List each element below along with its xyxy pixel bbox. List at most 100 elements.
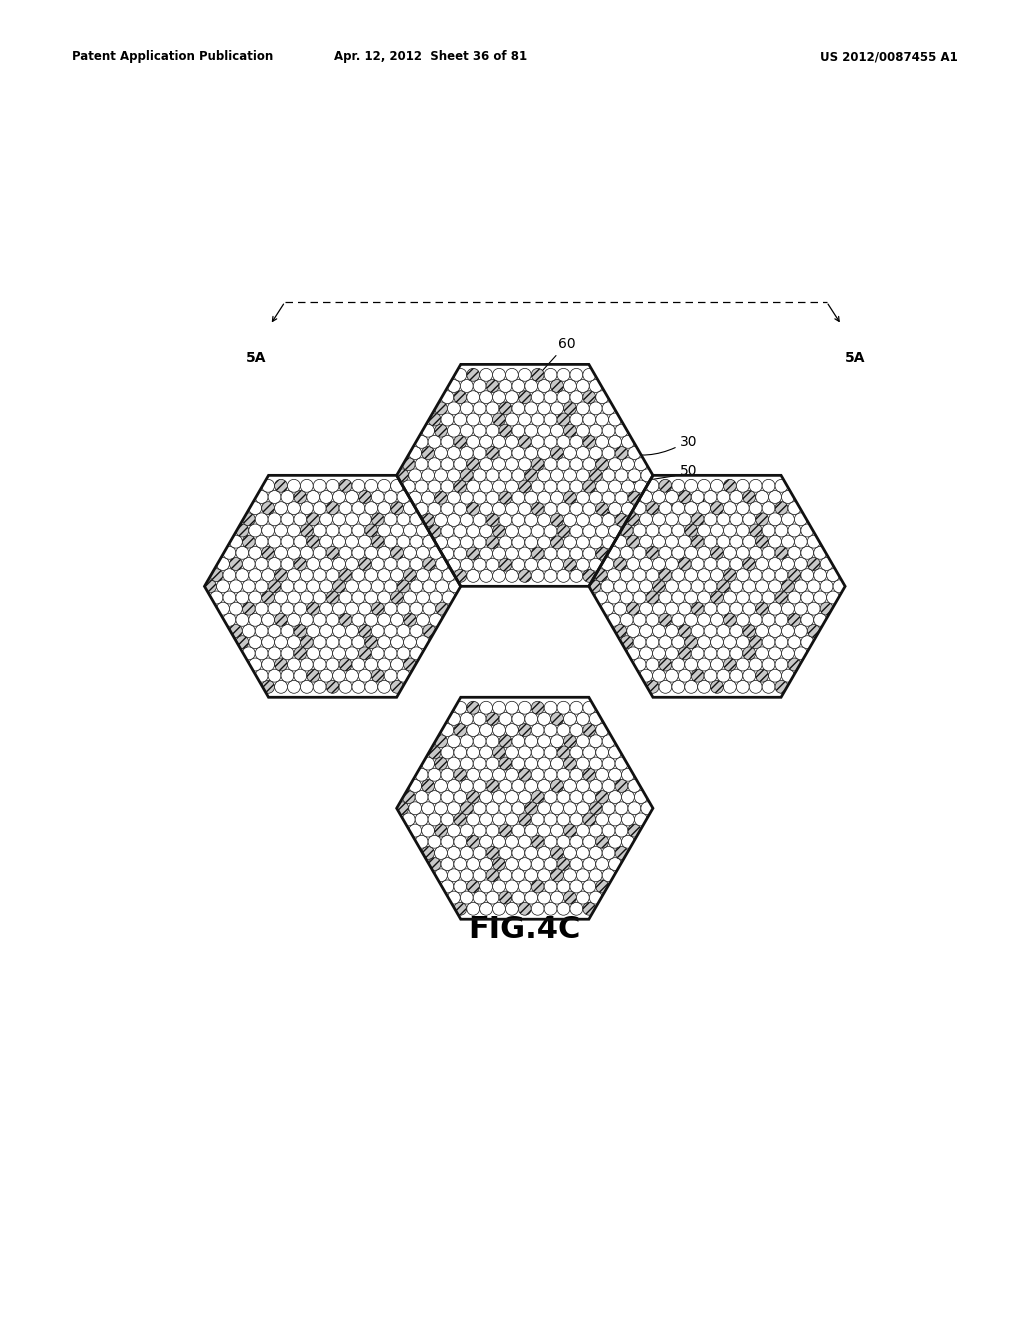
Circle shape: [781, 557, 795, 570]
Circle shape: [461, 735, 473, 747]
Circle shape: [397, 669, 410, 682]
Circle shape: [531, 813, 544, 826]
Circle shape: [750, 680, 762, 693]
Circle shape: [544, 768, 557, 781]
Circle shape: [544, 569, 557, 582]
Circle shape: [333, 513, 345, 525]
Circle shape: [473, 846, 486, 859]
Circle shape: [607, 614, 621, 626]
Circle shape: [415, 436, 428, 449]
Circle shape: [378, 636, 390, 648]
Circle shape: [557, 391, 570, 404]
Circle shape: [596, 768, 608, 781]
Circle shape: [589, 380, 602, 392]
Circle shape: [691, 491, 705, 503]
Circle shape: [447, 735, 461, 747]
Circle shape: [557, 413, 570, 426]
Circle shape: [518, 546, 531, 560]
Circle shape: [544, 791, 557, 804]
Circle shape: [659, 479, 672, 492]
Circle shape: [281, 624, 294, 638]
Circle shape: [288, 479, 300, 492]
Circle shape: [628, 469, 641, 482]
Circle shape: [524, 380, 538, 392]
Circle shape: [589, 758, 602, 770]
Circle shape: [551, 869, 563, 882]
Circle shape: [493, 746, 506, 759]
Circle shape: [826, 569, 840, 582]
Circle shape: [769, 513, 781, 525]
Circle shape: [538, 401, 551, 414]
Circle shape: [327, 546, 339, 560]
Circle shape: [646, 479, 659, 492]
Circle shape: [544, 723, 557, 737]
Circle shape: [333, 669, 345, 682]
Circle shape: [229, 557, 243, 570]
Circle shape: [447, 558, 461, 572]
Circle shape: [570, 436, 583, 449]
Circle shape: [467, 480, 479, 492]
Circle shape: [563, 491, 577, 504]
Circle shape: [730, 647, 742, 660]
Circle shape: [602, 735, 615, 747]
Circle shape: [577, 424, 589, 437]
Circle shape: [801, 524, 814, 537]
Circle shape: [479, 368, 493, 381]
Circle shape: [493, 858, 506, 870]
Circle shape: [333, 624, 345, 638]
Circle shape: [499, 758, 512, 770]
Circle shape: [300, 591, 313, 605]
Circle shape: [473, 801, 486, 814]
Circle shape: [613, 557, 627, 570]
Circle shape: [447, 780, 461, 792]
Circle shape: [422, 780, 434, 792]
Circle shape: [807, 602, 820, 615]
Circle shape: [249, 546, 262, 560]
Circle shape: [524, 401, 538, 414]
Circle shape: [486, 758, 499, 770]
Circle shape: [551, 713, 563, 726]
Circle shape: [627, 557, 640, 570]
Circle shape: [486, 801, 499, 814]
Circle shape: [589, 801, 602, 814]
Circle shape: [506, 458, 518, 471]
Circle shape: [378, 614, 390, 626]
Circle shape: [499, 824, 512, 837]
Circle shape: [307, 669, 319, 682]
Circle shape: [442, 569, 455, 582]
Circle shape: [461, 469, 473, 482]
Text: 30: 30: [680, 436, 697, 449]
Circle shape: [454, 836, 467, 849]
Circle shape: [518, 701, 531, 714]
Circle shape: [243, 647, 255, 660]
Circle shape: [417, 569, 429, 582]
Circle shape: [327, 479, 339, 492]
Circle shape: [583, 813, 596, 826]
Circle shape: [307, 602, 319, 615]
Circle shape: [583, 880, 596, 892]
Circle shape: [666, 579, 678, 593]
Circle shape: [467, 503, 479, 515]
Circle shape: [390, 524, 403, 537]
Circle shape: [274, 680, 288, 693]
Circle shape: [479, 391, 493, 404]
Circle shape: [544, 480, 557, 492]
Circle shape: [288, 614, 300, 626]
Circle shape: [493, 836, 506, 849]
Circle shape: [319, 579, 333, 593]
Circle shape: [352, 591, 365, 605]
Circle shape: [512, 713, 524, 726]
Circle shape: [570, 746, 583, 759]
Circle shape: [506, 480, 518, 492]
Circle shape: [596, 436, 608, 449]
Circle shape: [403, 659, 417, 671]
Circle shape: [365, 479, 378, 492]
Circle shape: [531, 525, 544, 537]
Circle shape: [762, 614, 775, 626]
Circle shape: [652, 557, 666, 570]
Circle shape: [223, 614, 236, 626]
Circle shape: [769, 535, 781, 548]
Circle shape: [563, 513, 577, 527]
Circle shape: [486, 513, 499, 527]
Circle shape: [288, 569, 300, 582]
